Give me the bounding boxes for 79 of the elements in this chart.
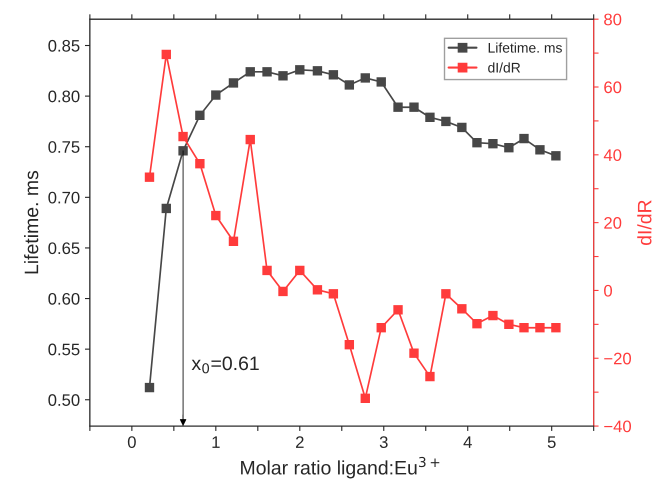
point [376, 77, 386, 87]
y-tick-label: 0.75 [48, 141, 80, 153]
point [246, 67, 255, 77]
y-tick-label: 0.50 [48, 394, 80, 406]
point [144, 382, 154, 392]
y-tick-label: 0.80 [48, 90, 80, 102]
point [195, 158, 205, 168]
x-tick-label: 4 [463, 436, 472, 448]
y2-tick-label: −40 [604, 420, 632, 432]
point [504, 320, 514, 330]
y2-axis-title: dI/dR [637, 200, 652, 246]
point [312, 66, 322, 76]
point [162, 204, 171, 214]
point [295, 65, 304, 74]
y2-tick-label: 80 [604, 14, 622, 26]
y2-tick-label: 20 [604, 217, 622, 229]
point [344, 340, 354, 350]
point [535, 323, 545, 332]
x-axis-title: Molar ratio ligand:Eu$^{3+}$ [241, 456, 440, 478]
point [278, 71, 288, 81]
point [504, 143, 514, 152]
point [376, 323, 386, 332]
y-tick-label: 0.55 [48, 344, 80, 356]
x-tick-label: 5 [548, 436, 556, 448]
point [472, 138, 482, 148]
legend-label: dI/dR [488, 62, 520, 73]
x-tick-label: 0 [128, 436, 136, 448]
point [211, 90, 221, 100]
x-tick-label: 3 [380, 436, 388, 448]
point [360, 394, 370, 403]
point [162, 50, 171, 60]
point [393, 102, 403, 112]
point [535, 145, 545, 154]
point [551, 323, 561, 332]
point [441, 116, 451, 126]
point [262, 67, 272, 77]
point [228, 78, 238, 88]
point [519, 134, 529, 144]
point [328, 70, 338, 80]
point [519, 323, 529, 332]
point [178, 146, 188, 156]
point [246, 134, 255, 144]
point [295, 266, 304, 276]
point [360, 73, 370, 83]
point [425, 372, 435, 382]
point [425, 112, 435, 122]
point [228, 236, 238, 246]
point [457, 122, 467, 132]
point [344, 80, 354, 90]
y-tick-label: 0.65 [48, 242, 80, 254]
x-tick-label: 2 [296, 436, 304, 448]
point [472, 318, 482, 328]
ref-line-label: x$_{0}$=0.61 [192, 356, 259, 374]
y2-tick-label: −20 [604, 352, 632, 364]
point [328, 289, 338, 299]
point [441, 289, 451, 299]
y2-tick-label: 0 [604, 284, 612, 297]
point [409, 348, 419, 358]
point [488, 138, 498, 148]
point [195, 110, 205, 120]
point [278, 286, 288, 296]
point [178, 132, 188, 142]
y2-tick-label: 40 [604, 149, 622, 162]
point [312, 285, 322, 294]
y-tick-label: 0.70 [48, 192, 80, 204]
point [393, 305, 403, 314]
point [211, 210, 221, 220]
x-tick-label: 1 [212, 436, 220, 448]
point [262, 266, 272, 276]
y-axis-title: Lifetime. ms [24, 170, 38, 274]
y2-tick-label: 60 [604, 81, 622, 94]
point [457, 304, 467, 314]
y-tick-label: 0.85 [48, 40, 80, 52]
point [144, 172, 154, 182]
point [409, 102, 419, 112]
y-tick-label: 0.60 [48, 292, 80, 305]
point [488, 310, 498, 320]
point [551, 151, 561, 161]
legend-label: Lifetime. ms [488, 42, 562, 53]
